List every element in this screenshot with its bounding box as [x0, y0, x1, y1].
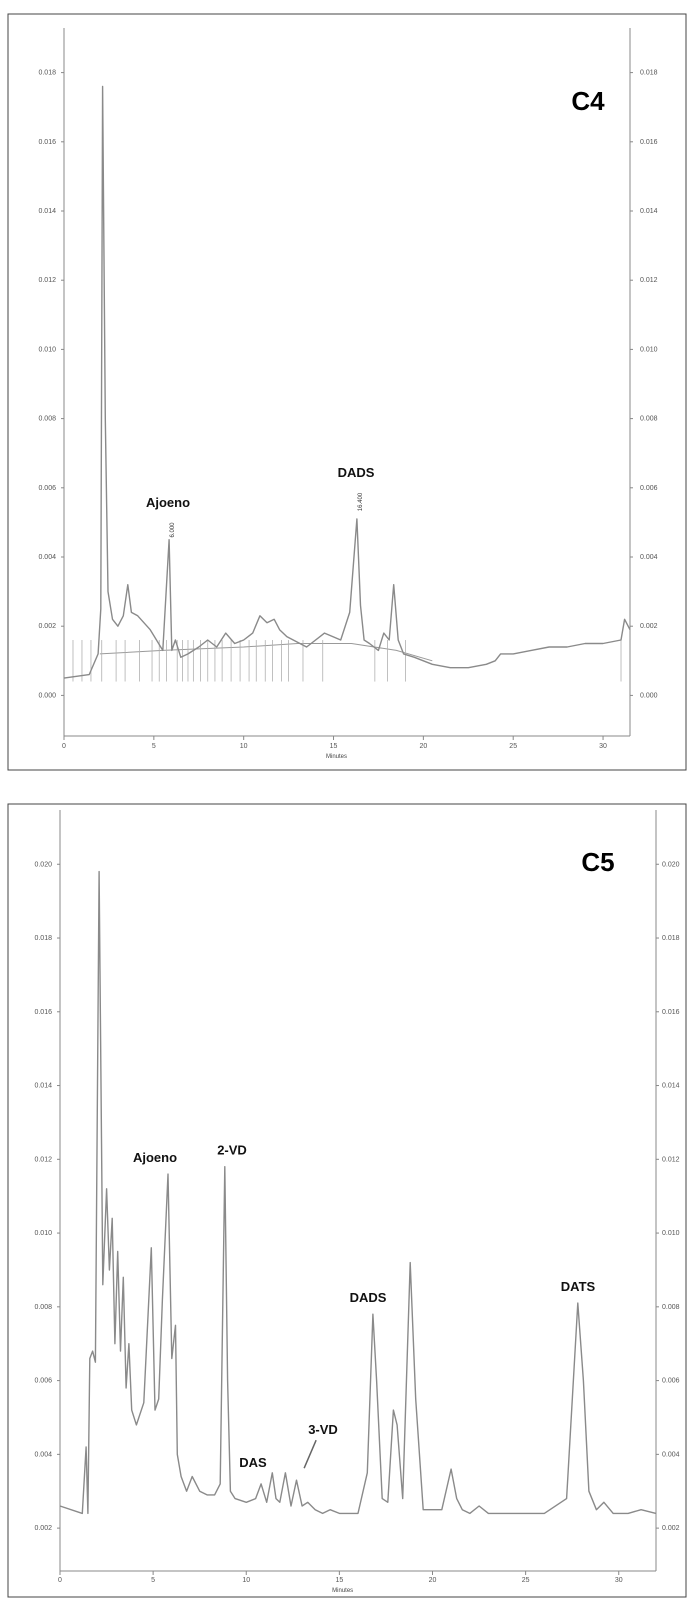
y-tick-label: 0.010 — [38, 346, 56, 353]
x-tick-label: 10 — [240, 743, 248, 750]
chart-frame — [7, 803, 687, 1598]
y-tick-label-right: 0.008 — [640, 416, 658, 423]
y-tick-label-right: 0.004 — [662, 1451, 680, 1458]
y-tick-label-right: 0.008 — [662, 1304, 680, 1311]
x-tick-label: 0 — [58, 1577, 62, 1584]
x-tick-label: 15 — [335, 1577, 343, 1584]
peak-label: Ajoeno — [133, 1150, 177, 1165]
y-tick-label-right: 0.016 — [662, 1009, 680, 1016]
y-tick-label: 0.018 — [34, 935, 52, 942]
y-tick-label-right: 0.014 — [640, 208, 658, 215]
chart-frame — [7, 13, 687, 771]
chromatogram-c5-svg: 0.002 0.002 0.004 0.004 0.006 0.006 0.008 0.008… — [7, 803, 687, 1598]
y-tick-label-right: 0.006 — [662, 1378, 680, 1385]
chromatogram-c4: 0.000 0.000 0.002 0.002 0.004 0.004 0.006 0.006… — [0, 0, 700, 785]
x-tick-label: 30 — [615, 1577, 623, 1584]
y-tick-label: 0.012 — [38, 277, 56, 284]
y-tick-label-right: 0.018 — [640, 70, 658, 77]
y-tick-label: 0.008 — [34, 1304, 52, 1311]
peak-label: Ajoeno — [146, 495, 190, 510]
y-tick-label: 0.002 — [34, 1525, 52, 1532]
retention-time-label: 16.400 — [358, 492, 364, 511]
x-axis-label: Minutes — [326, 754, 347, 760]
y-tick-label-right: 0.000 — [640, 692, 658, 699]
x-tick-label: 5 — [152, 743, 156, 750]
x-tick-label: 20 — [429, 1577, 437, 1584]
y-tick-label: 0.020 — [34, 861, 52, 868]
y-tick-label-right: 0.010 — [662, 1230, 680, 1237]
x-tick-label: 30 — [599, 743, 607, 750]
y-tick-label: 0.006 — [38, 485, 56, 492]
y-tick-label-right: 0.020 — [662, 861, 680, 868]
y-tick-label: 0.012 — [34, 1156, 52, 1163]
x-axis-label: Minutes — [332, 1588, 353, 1594]
peak-label: DADS — [350, 1290, 387, 1305]
x-tick-label: 25 — [509, 743, 517, 750]
x-tick-label: 5 — [151, 1577, 155, 1584]
y-tick-label: 0.010 — [34, 1230, 52, 1237]
integration-baseline — [99, 643, 433, 662]
y-tick-label: 0.004 — [38, 554, 56, 561]
chromatogram-c5: 0.002 0.002 0.004 0.004 0.006 0.006 0.008 0.008… — [0, 800, 700, 1598]
y-tick-label-right: 0.002 — [662, 1525, 680, 1532]
peak-label: DADS — [338, 465, 375, 480]
peak-label: 2-VD — [217, 1143, 247, 1158]
x-tick-label: 15 — [330, 743, 338, 750]
peak-label: 3-VD — [308, 1422, 338, 1437]
x-tick-label: 25 — [522, 1577, 530, 1584]
y-tick-label-right: 0.016 — [640, 139, 658, 146]
y-tick-label: 0.002 — [38, 623, 56, 630]
y-tick-label: 0.014 — [34, 1083, 52, 1090]
y-tick-label: 0.018 — [38, 70, 56, 77]
x-tick-label: 10 — [242, 1577, 250, 1584]
y-tick-label-right: 0.006 — [640, 485, 658, 492]
y-tick-label: 0.006 — [34, 1378, 52, 1385]
chromatogram-c4-svg: 0.000 0.000 0.002 0.002 0.004 0.004 0.006 0.006… — [7, 13, 687, 771]
y-tick-label-right: 0.014 — [662, 1083, 680, 1090]
x-tick-label: 20 — [419, 743, 427, 750]
y-tick-label: 0.014 — [38, 208, 56, 215]
y-tick-label: 0.016 — [34, 1009, 52, 1016]
peak-pointer — [303, 1439, 317, 1469]
chromatogram-trace — [59, 870, 657, 1515]
y-tick-label: 0.008 — [38, 416, 56, 423]
y-tick-label-right: 0.018 — [662, 935, 680, 942]
retention-time-label: 6.000 — [170, 522, 176, 538]
y-tick-label-right: 0.002 — [640, 623, 658, 630]
chromatogram-trace — [63, 85, 631, 679]
y-tick-label-right: 0.004 — [640, 554, 658, 561]
y-tick-label-right: 0.010 — [640, 346, 658, 353]
y-tick-label-right: 0.012 — [662, 1156, 680, 1163]
panel-title: C5 — [581, 847, 614, 877]
y-tick-label-right: 0.012 — [640, 277, 658, 284]
panel-title: C4 — [571, 86, 605, 116]
y-tick-label: 0.016 — [38, 139, 56, 146]
y-tick-label: 0.000 — [38, 692, 56, 699]
peak-label: DAS — [239, 1455, 267, 1470]
peak-label: DATS — [561, 1279, 596, 1294]
y-tick-label: 0.004 — [34, 1451, 52, 1458]
x-tick-label: 0 — [62, 743, 66, 750]
